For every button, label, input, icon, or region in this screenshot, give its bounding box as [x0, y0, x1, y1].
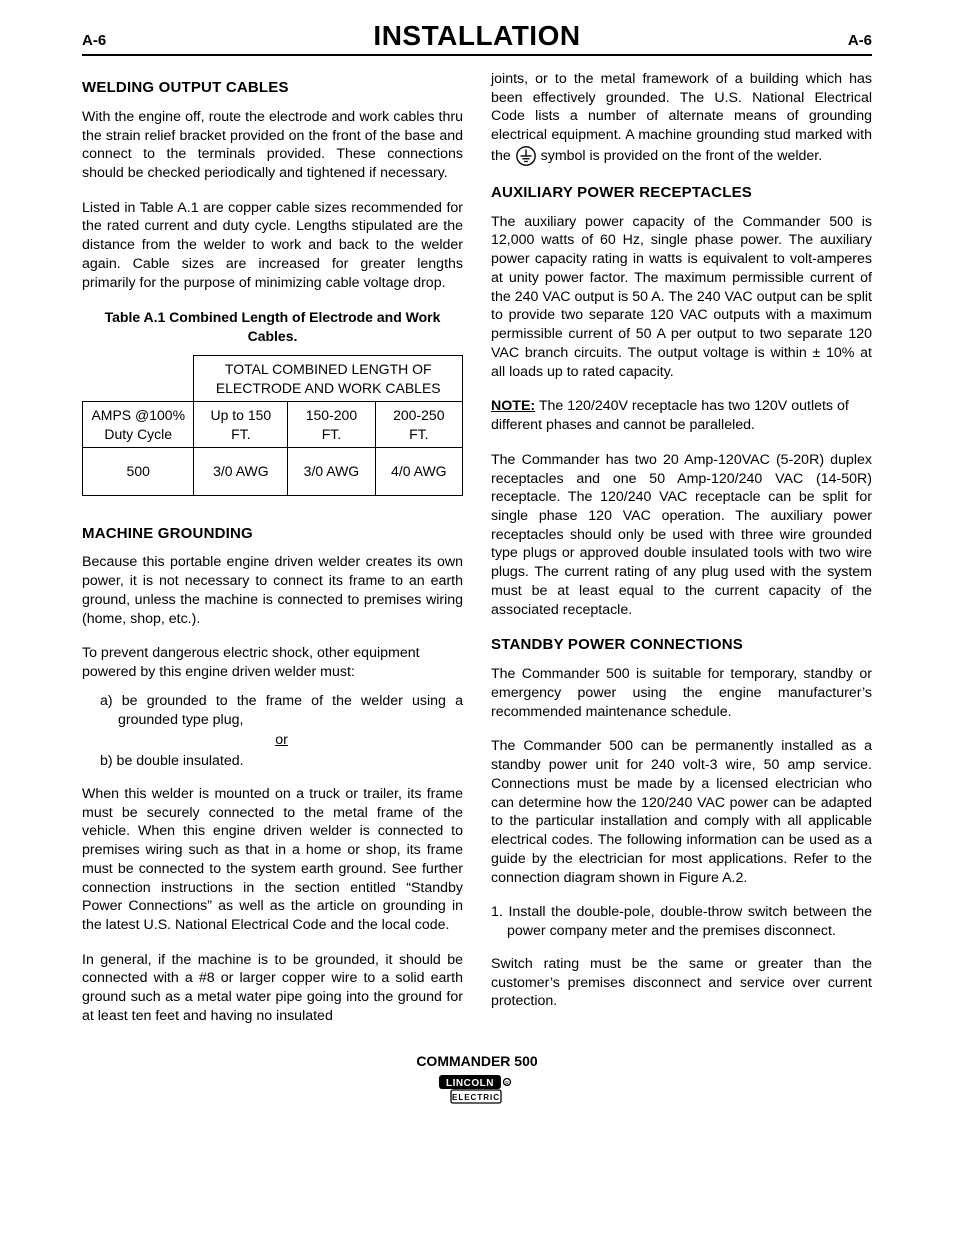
standby-p2: The Commander 500 can be permanently ins… [491, 737, 872, 887]
header-page-right: A-6 [822, 32, 872, 49]
table-cell-3: 4/0 AWG [375, 448, 462, 495]
right-column: joints, or to the metal framework of a b… [491, 70, 872, 1027]
page-header: A-6 INSTALLATION A-6 [82, 20, 872, 56]
page-footer: COMMANDER 500 LINCOLN R ELECTRIC [82, 1053, 872, 1110]
cont-p1: joints, or to the metal framework of a b… [491, 70, 872, 167]
table-col3-header: 200-250 FT. [375, 402, 462, 448]
aux-note-body: The 120/240V receptacle has two 120V out… [491, 398, 849, 433]
aux-p1: The auxiliary power capacity of the Comm… [491, 213, 872, 382]
welding-cables-p2: Listed in Table A.1 are copper cable siz… [82, 199, 463, 293]
page-title: INSTALLATION [132, 20, 822, 52]
grounding-or: or [100, 731, 463, 750]
cont-p1-b: symbol is provided on the front of the w… [541, 148, 823, 164]
table-cell-1: 3/0 AWG [194, 448, 288, 495]
table-cell-2: 3/0 AWG [288, 448, 375, 495]
table-row-header-text: AMPS @100% Duty Cycle [91, 407, 185, 441]
table-col2-header: 150-200 FT. [288, 402, 375, 448]
grounding-p2: To prevent dangerous electric shock, oth… [82, 644, 463, 681]
grounding-p4: In general, if the machine is to be grou… [82, 951, 463, 1026]
standby-p1: The Commander 500 is suitable for tempor… [491, 665, 872, 721]
table-row-header: AMPS @100% Duty Cycle [83, 402, 194, 448]
grounding-heading: MACHINE GROUNDING [82, 524, 463, 544]
welding-cables-heading: WELDING OUTPUT CABLES [82, 78, 463, 98]
aux-heading: AUXILIARY POWER RECEPTACLES [491, 183, 872, 203]
grounding-item-b: b) be double insulated. [100, 752, 463, 771]
aux-p2: The Commander has two 20 Amp-120VAC (5-2… [491, 451, 872, 620]
grounding-item-a: a) be grounded to the frame of the welde… [100, 692, 463, 729]
logo-reg-mark: R [505, 1081, 509, 1087]
standby-heading: STANDBY POWER CONNECTIONS [491, 635, 872, 655]
footer-model: COMMANDER 500 [82, 1053, 872, 1069]
table-amps: 500 [83, 448, 194, 495]
welding-cables-p1: With the engine off, route the electrode… [82, 108, 463, 183]
aux-note-label: NOTE: [491, 398, 535, 414]
left-column: WELDING OUTPUT CABLES With the engine of… [82, 70, 463, 1027]
header-page-left: A-6 [82, 32, 132, 49]
grounding-list: a) be grounded to the frame of the welde… [82, 692, 463, 771]
standby-item1: 1. Install the double-pole, double-throw… [491, 903, 872, 940]
grounding-p1: Because this portable engine driven weld… [82, 553, 463, 628]
lincoln-logo: LINCOLN R ELECTRIC [437, 1073, 517, 1110]
logo-top-text: LINCOLN [446, 1078, 494, 1089]
logo-bottom-text: ELECTRIC [452, 1093, 500, 1102]
two-column-layout: WELDING OUTPUT CABLES With the engine of… [82, 70, 872, 1027]
standby-p3: Switch rating must be the same or greate… [491, 955, 872, 1011]
cable-length-table: TOTAL COMBINED LENGTH OF ELECTRODE AND W… [82, 355, 463, 495]
ground-icon [515, 145, 537, 167]
table-caption: Table A.1 Combined Length of Electrode a… [82, 308, 463, 345]
page: A-6 INSTALLATION A-6 WELDING OUTPUT CABL… [0, 0, 954, 1140]
aux-note: NOTE: The 120/240V receptacle has two 12… [491, 397, 872, 434]
table-col1-header: Up to 150 FT. [194, 402, 288, 448]
grounding-p3: When this welder is mounted on a truck o… [82, 785, 463, 935]
table-empty-cell [83, 356, 194, 402]
table-span-header: TOTAL COMBINED LENGTH OF ELECTRODE AND W… [194, 356, 463, 402]
